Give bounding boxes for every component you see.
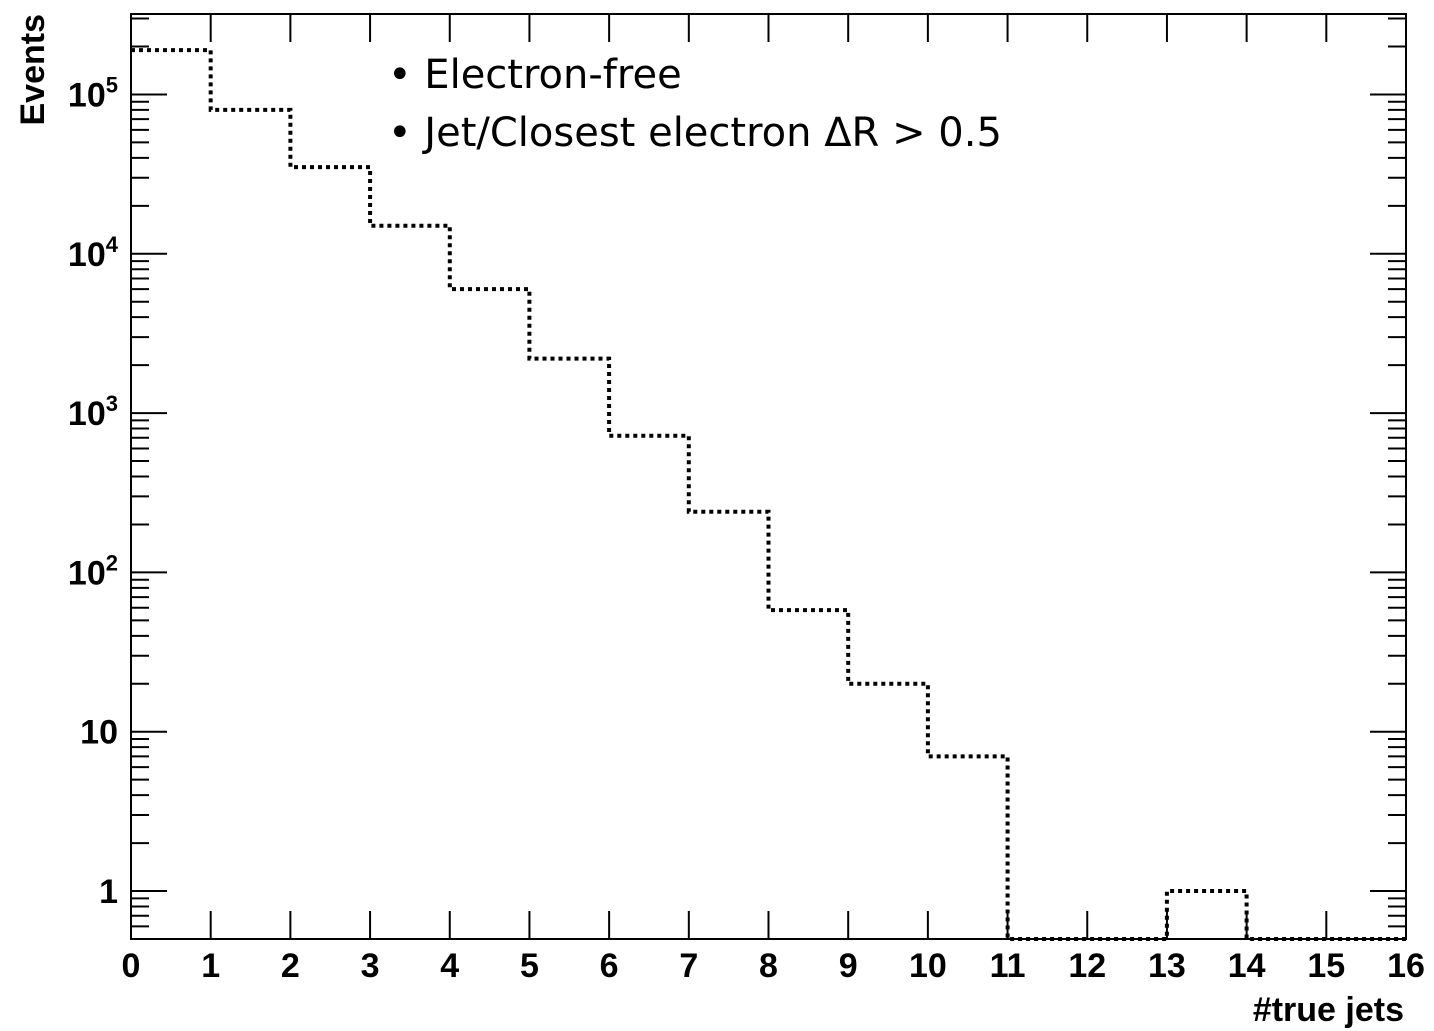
y-tick-label: 105 — [68, 72, 118, 114]
x-tick-label: 6 — [600, 947, 619, 985]
x-tick-label: 14 — [1228, 947, 1266, 985]
histogram-series — [131, 48, 1406, 941]
x-axis-title: #true jets — [1253, 991, 1404, 1029]
y-axis-title: Events — [14, 14, 52, 126]
x-tick-label: 15 — [1307, 947, 1345, 985]
x-tick-label: 0 — [122, 947, 141, 985]
x-tick-label: 16 — [1387, 947, 1425, 985]
annotation-electron-free: • Electron-free — [388, 52, 682, 98]
axis-ticks — [130, 14, 1407, 940]
x-tick-label: 13 — [1148, 947, 1186, 985]
x-tick-label: 2 — [281, 947, 300, 985]
x-tick-label: 8 — [759, 947, 778, 985]
y-tick-label: 104 — [68, 232, 119, 274]
x-tick-label: 11 — [990, 947, 1026, 985]
y-tick-label: 102 — [68, 550, 118, 592]
y-tick-label: 10 — [80, 714, 118, 752]
x-tick-label: 7 — [679, 947, 698, 985]
x-tick-label: 5 — [520, 947, 539, 985]
y-tick-label: 1 — [99, 873, 118, 911]
x-tick-label: 10 — [909, 947, 947, 985]
x-tick-labels: 0 1 2 3 4 5 6 7 8 9 10 11 12 13 14 15 16 — [122, 947, 1425, 985]
y-tick-label: 103 — [68, 391, 118, 433]
x-tick-label: 1 — [201, 947, 220, 985]
x-tick-label: 12 — [1068, 947, 1106, 985]
y-tick-labels: 1 10 102 103 104 105 — [68, 72, 119, 911]
x-tick-label: 3 — [361, 947, 380, 985]
annotation-delta-r-cut: • Jet/Closest electron ΔR > 0.5 — [388, 110, 1002, 156]
x-tick-label: 4 — [440, 947, 459, 985]
x-tick-label: 9 — [839, 947, 858, 985]
